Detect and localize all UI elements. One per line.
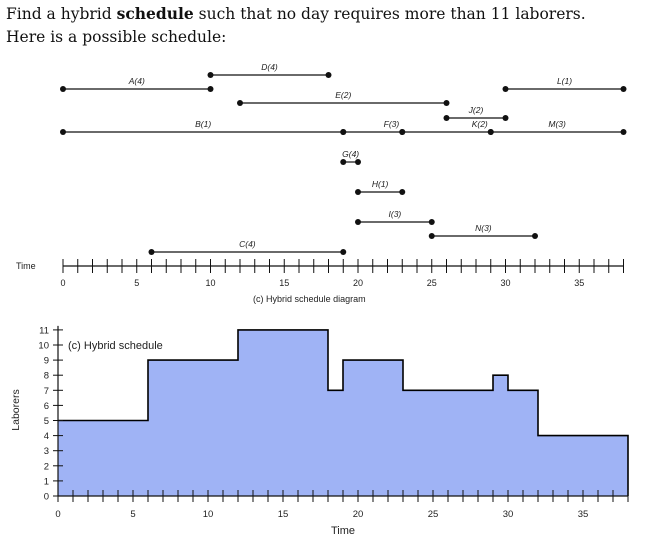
labor-area-fill [58, 329, 628, 496]
y-tick-label: 9 [44, 356, 49, 367]
task-start-dot [399, 129, 406, 135]
task-start-dot [443, 115, 450, 121]
task-label: F(3) [384, 119, 400, 129]
timeline-tick-label: 20 [353, 278, 363, 288]
y-tick-label: 0 [44, 492, 49, 503]
task-label: G(4) [342, 149, 359, 159]
x-tick-label: 30 [503, 509, 514, 520]
timeline-tick-label: 25 [427, 278, 437, 288]
task-end-dot [620, 129, 627, 135]
y-tick-label: 11 [39, 325, 49, 336]
task-end-dot [355, 159, 361, 165]
x-tick-label: 35 [578, 509, 589, 520]
task-start-dot [487, 129, 494, 135]
task-end-dot [428, 219, 435, 225]
task-label: J(2) [468, 105, 484, 115]
task-start-dot [237, 100, 243, 106]
intro-text-end: such that no day requires more than 11 l… [193, 5, 586, 23]
task-label: H(1) [372, 179, 389, 189]
y-tick-label: 3 [44, 446, 49, 457]
y-tick-label: 5 [44, 416, 49, 427]
task-start-dot [340, 129, 347, 135]
task-label: N(3) [475, 223, 492, 233]
y-tick-label: 8 [44, 371, 49, 382]
y-tick-label: 1 [44, 476, 49, 487]
task-end-dot [532, 233, 538, 239]
y-tick-label: 2 [44, 461, 49, 472]
x-tick-label: 10 [203, 509, 214, 520]
timeline-tick-label: 5 [134, 278, 139, 288]
timeline-tick-label: 35 [574, 278, 584, 288]
y-axis-label: Laborers [10, 389, 22, 430]
task-end-dot [207, 86, 214, 92]
task-start-dot [502, 86, 509, 92]
task-label: C(4) [239, 239, 256, 249]
task-label: K(2) [472, 119, 488, 129]
task-label: D(4) [261, 62, 278, 72]
task-label: M(3) [548, 119, 566, 129]
task-start-dot [60, 129, 66, 135]
y-tick-label: 7 [44, 386, 49, 397]
timeline-tick-label: 10 [205, 278, 215, 288]
task-label: E(2) [335, 90, 351, 100]
problem-statement: Find a hybrid schedule such that no day … [6, 2, 646, 49]
task-end-dot [340, 249, 347, 255]
y-tick-label: 10 [38, 341, 49, 352]
task-start-dot [355, 219, 361, 225]
task-end-dot [325, 72, 332, 78]
task-start-dot [148, 249, 155, 255]
task-start-dot [60, 86, 66, 92]
gantt-caption: (c) Hybrid schedule diagram [253, 294, 366, 304]
task-end-dot [443, 100, 450, 106]
intro-text-start: Find a hybrid [6, 5, 117, 23]
task-label: L(1) [557, 76, 572, 86]
timeline-tick-label: 30 [500, 278, 510, 288]
task-label: B(1) [195, 119, 211, 129]
x-tick-label: 20 [353, 509, 364, 520]
task-start-dot [340, 159, 347, 165]
intro-bold-word: schedule [116, 4, 194, 23]
labor-step-line [58, 329, 629, 496]
x-tick-label: 5 [130, 509, 135, 520]
timeline-tick-label: 15 [279, 278, 289, 288]
y-tick-label: 4 [44, 431, 49, 442]
y-tick-label: 6 [44, 401, 49, 412]
task-label: A(4) [128, 76, 145, 86]
task-end-dot [502, 115, 509, 121]
task-label: I(3) [389, 209, 402, 219]
intro-line-2: Here is a possible schedule: [6, 28, 227, 46]
task-end-dot [399, 189, 406, 195]
timeline-axis-label: Time [16, 261, 36, 271]
task-end-dot [620, 86, 627, 92]
task-start-dot [207, 72, 214, 78]
area-chart-title: (c) Hybrid schedule [68, 340, 163, 352]
x-tick-label: 15 [278, 509, 289, 520]
x-tick-label: 25 [428, 509, 439, 520]
x-axis-label: Time [331, 525, 355, 537]
x-tick-label: 0 [55, 509, 60, 520]
timeline-tick-label: 0 [60, 278, 65, 288]
task-start-dot [428, 233, 435, 239]
task-start-dot [355, 189, 361, 195]
